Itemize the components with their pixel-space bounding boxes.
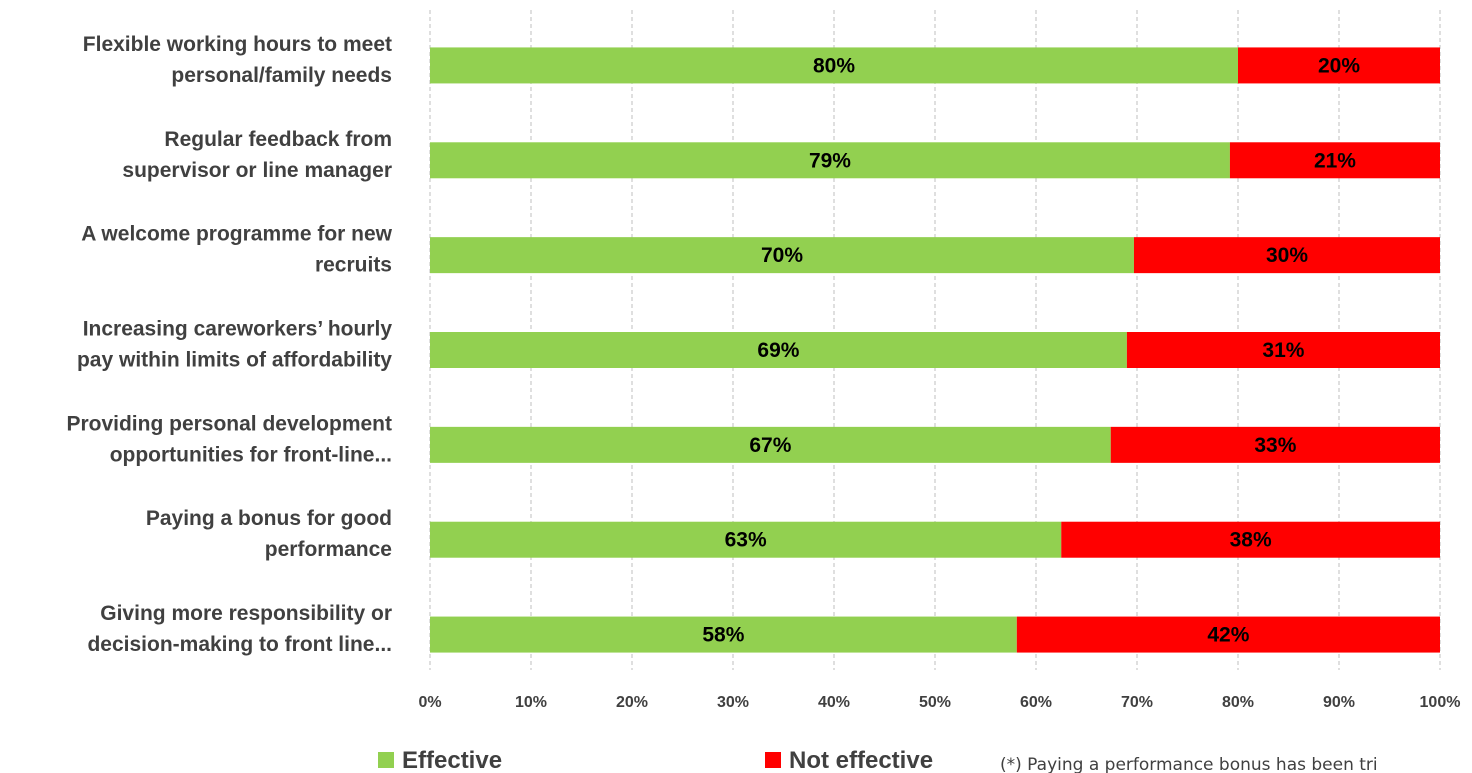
category-label: A welcome programme for new (81, 223, 392, 246)
data-label: 80% (813, 54, 855, 77)
category-labels: Flexible working hours to meet personal/f… (66, 33, 392, 656)
bar-labels: 80% 20% 79% 21% 70% 30% 69% 31% 67% 33% 63% 38% 58% 4… (702, 54, 1360, 646)
not-effective-legend-label: Not effective (789, 747, 933, 773)
data-label: 67% (749, 434, 791, 457)
not-effective-bar (1016, 616, 1440, 653)
x-tick-label: 40% (818, 694, 850, 711)
data-label: 79% (809, 149, 851, 172)
category-label: Increasing careworkers’ hourly (83, 318, 393, 341)
category-label: opportunities for front-line... (110, 443, 392, 466)
data-label: 30% (1266, 244, 1308, 267)
data-label: 31% (1262, 339, 1304, 362)
x-axis-tick-labels: 0% 10% 20% 30% 40% 50% 60% 70% 80% 90% 100% (418, 694, 1460, 711)
data-label: 38% (1230, 529, 1272, 552)
effective-legend-swatch (378, 752, 394, 768)
not-effective-bar (1110, 426, 1440, 463)
effective-bar (430, 426, 1111, 463)
effective-bar (430, 142, 1230, 179)
x-tick-label: 0% (418, 694, 441, 711)
x-tick-label: 80% (1222, 694, 1254, 711)
effective-bar (430, 332, 1127, 368)
bars (430, 47, 1440, 653)
effective-bar (430, 521, 1062, 558)
category-label: decision-making to front line... (87, 633, 392, 656)
x-tick-label: 100% (1420, 694, 1461, 711)
not-effective-bar (1061, 521, 1440, 558)
data-label: 58% (702, 624, 744, 647)
effective-bar (430, 237, 1134, 274)
data-label: 42% (1207, 624, 1249, 647)
effective-legend-label: Effective (402, 747, 502, 773)
data-label: 63% (725, 529, 767, 552)
category-label: supervisor or line manager (122, 159, 392, 182)
category-label: performance (265, 538, 392, 561)
category-label: Regular feedback from (164, 128, 392, 151)
data-label: 69% (757, 339, 799, 362)
data-label: 21% (1314, 149, 1356, 172)
category-label: Flexible working hours to meet (83, 33, 392, 56)
not-effective-bar (1229, 142, 1440, 179)
x-tick-label: 90% (1323, 694, 1355, 711)
effective-bar (430, 616, 1017, 653)
category-label: Giving more responsibility or (100, 602, 392, 625)
category-label: Providing personal development (66, 412, 392, 435)
category-label: recruits (315, 254, 392, 277)
x-tick-label: 70% (1121, 694, 1153, 711)
category-label: personal/family needs (171, 64, 392, 87)
category-label: Paying a bonus for good (146, 507, 392, 530)
legend: Effective Not effective (378, 747, 933, 773)
not-effective-bar (1133, 237, 1440, 274)
not-effective-bar (1238, 47, 1440, 84)
data-label: 33% (1254, 434, 1296, 457)
data-label: 70% (761, 244, 803, 267)
data-label: 20% (1318, 54, 1360, 77)
x-tick-label: 10% (515, 694, 547, 711)
footnote: (*) Paying a performance bonus has been … (1000, 755, 1378, 773)
x-tick-label: 30% (717, 694, 749, 711)
not-effective-legend-swatch (765, 752, 781, 768)
not-effective-bar (1126, 332, 1440, 368)
effective-bar (430, 47, 1238, 84)
x-tick-label: 60% (1020, 694, 1052, 711)
x-tick-label: 50% (919, 694, 951, 711)
x-tick-label: 20% (616, 694, 648, 711)
category-label: pay within limits of affordability (77, 349, 392, 372)
